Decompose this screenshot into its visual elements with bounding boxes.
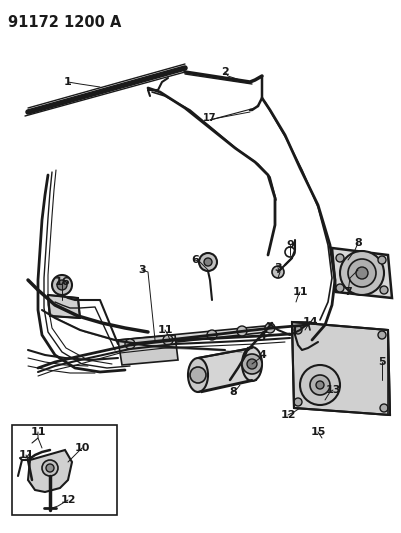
Polygon shape — [292, 322, 390, 415]
Circle shape — [380, 404, 388, 412]
Text: 2: 2 — [221, 67, 229, 77]
Circle shape — [294, 326, 302, 334]
Circle shape — [125, 339, 135, 349]
Text: 4: 4 — [258, 331, 266, 341]
Circle shape — [199, 253, 217, 271]
Circle shape — [378, 256, 386, 264]
Circle shape — [237, 326, 247, 336]
Text: 10: 10 — [74, 443, 90, 453]
Ellipse shape — [188, 358, 208, 392]
Circle shape — [247, 359, 257, 369]
Circle shape — [42, 460, 58, 476]
Polygon shape — [332, 248, 392, 298]
Text: 11: 11 — [157, 325, 173, 335]
Text: 14: 14 — [302, 317, 318, 327]
Circle shape — [272, 266, 284, 278]
Circle shape — [300, 365, 340, 405]
Text: 5: 5 — [378, 357, 386, 367]
Circle shape — [336, 254, 344, 262]
Circle shape — [163, 335, 173, 345]
Circle shape — [378, 331, 386, 339]
Circle shape — [242, 354, 262, 374]
Circle shape — [356, 267, 368, 279]
Bar — [12, 425, 117, 515]
Text: 91172 1200 A: 91172 1200 A — [8, 15, 122, 30]
Text: 11: 11 — [18, 450, 34, 460]
Text: 15: 15 — [310, 427, 326, 437]
Text: 13: 13 — [325, 385, 341, 395]
Text: 3: 3 — [274, 263, 282, 273]
Polygon shape — [28, 450, 72, 492]
Circle shape — [46, 464, 54, 472]
Circle shape — [204, 258, 212, 266]
Circle shape — [336, 284, 344, 292]
Text: 3: 3 — [138, 265, 146, 275]
Polygon shape — [118, 335, 178, 365]
Text: 16: 16 — [54, 277, 70, 287]
Text: 4: 4 — [258, 350, 266, 360]
Circle shape — [294, 398, 302, 406]
Circle shape — [57, 280, 67, 290]
Circle shape — [207, 330, 217, 340]
Circle shape — [310, 375, 330, 395]
Text: 8: 8 — [354, 238, 362, 248]
Ellipse shape — [242, 347, 262, 381]
Circle shape — [316, 381, 324, 389]
Text: 1: 1 — [64, 77, 72, 87]
Text: 12: 12 — [280, 410, 296, 420]
Circle shape — [52, 275, 72, 295]
Text: 11: 11 — [30, 427, 46, 437]
Text: 8: 8 — [229, 387, 237, 397]
Text: 7: 7 — [344, 287, 352, 297]
Text: 17: 17 — [203, 113, 217, 123]
Circle shape — [265, 323, 275, 333]
Circle shape — [340, 251, 384, 295]
Text: 6: 6 — [191, 255, 199, 265]
Polygon shape — [48, 295, 80, 318]
Text: 11: 11 — [292, 287, 308, 297]
Polygon shape — [198, 348, 256, 392]
Text: 9: 9 — [286, 240, 294, 250]
Circle shape — [190, 367, 206, 383]
Polygon shape — [118, 326, 268, 348]
Circle shape — [380, 286, 388, 294]
Text: 12: 12 — [60, 495, 76, 505]
Circle shape — [348, 259, 376, 287]
